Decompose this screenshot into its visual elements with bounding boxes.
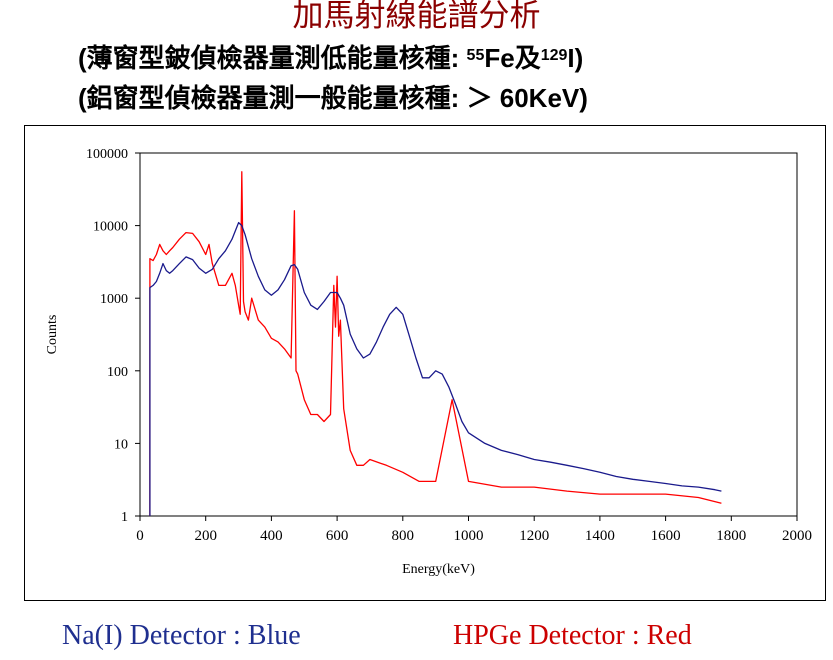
subtitle1-suffix: ) (574, 43, 584, 73)
page-title: 加馬射線能譜分析 (292, 0, 541, 34)
x-tick-label: 800 (392, 528, 415, 544)
i-mass-number: 129 (540, 47, 568, 64)
x-tick-label: 2000 (782, 528, 812, 544)
x-tick-label: 1600 (651, 528, 681, 544)
y-tick-label: 10 (114, 437, 128, 452)
fe-mass-number: 55 (466, 47, 485, 64)
x-tick-label: 200 (194, 528, 217, 544)
subtitle-thin-window: (薄窗型鈹偵檢器量測低能量核種: 55Fe及129I) (78, 42, 583, 74)
chart-frame: 0 200 400 600 800 1000 1200 1400 1600 1800 2000 1 10… (24, 125, 826, 601)
y-axis-label: Counts (45, 315, 60, 355)
y-tick-label: 100000 (86, 147, 128, 162)
x-tick-label: 1400 (585, 528, 615, 544)
subtitle1-and: 及 (514, 43, 541, 73)
plot-area (139, 152, 798, 517)
x-tick-label: 0 (136, 528, 144, 544)
x-tick-label: 1200 (519, 528, 549, 544)
i-symbol: I (567, 43, 575, 73)
fe-symbol: Fe (484, 43, 515, 73)
series-nai-line (149, 221, 722, 516)
legend-nai: Na(I) Detector : Blue (62, 620, 301, 651)
series-hpge-line (149, 171, 722, 516)
legend-hpge: HPGe Detector : Red (453, 620, 692, 651)
y-tick-label: 1 (121, 510, 128, 525)
y-tick-label: 1000 (100, 292, 128, 307)
subtitle1-prefix: (薄窗型鈹偵檢器量測低能量核種: (78, 43, 467, 73)
y-tick-label: 100 (107, 365, 128, 380)
x-tick-label: 1800 (716, 528, 746, 544)
x-tick-label: 1000 (454, 528, 484, 544)
spectrum-chart: 0 200 400 600 800 1000 1200 1400 1600 1800 2000 1 10… (45, 147, 812, 577)
y-tick-label: 10000 (93, 220, 128, 235)
x-axis-label: Energy(keV) (402, 562, 475, 577)
x-tick-label: 600 (326, 528, 349, 544)
x-tick-label: 400 (260, 528, 283, 544)
subtitle-aluminum-window: (鋁窗型偵檢器量測一般能量核種: ＞ 60KeV) (78, 83, 588, 113)
